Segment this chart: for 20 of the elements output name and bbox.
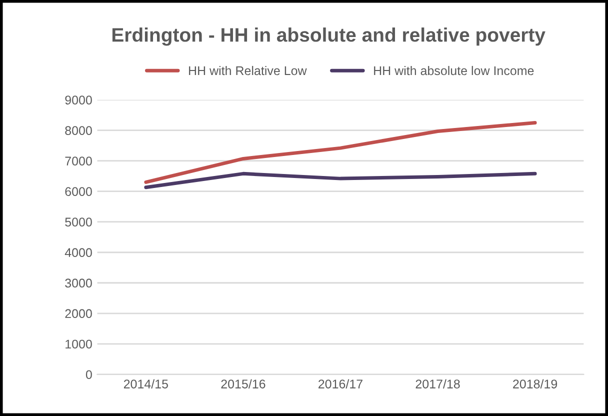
legend-label: HH with Relative Low — [189, 66, 307, 76]
y-tick-label: 7000 — [65, 156, 92, 166]
legend-label: HH with absolute low Income — [374, 66, 534, 76]
y-tick-label: 2000 — [65, 309, 92, 318]
chart-title: Erdington - HH in absolute and relative poverty — [112, 28, 546, 46]
y-tick-label: 1000 — [66, 340, 92, 349]
y-tick-label: 6000 — [65, 187, 92, 196]
x-tick-label: 2018/19 — [513, 379, 558, 388]
x-tick-label: 2016/17 — [318, 379, 362, 388]
x-tick-label: 2014/15 — [124, 379, 168, 388]
y-tick-label: 3000 — [65, 278, 92, 288]
x-tick-label: 2015/16 — [221, 379, 266, 388]
y-tick-label: 0 — [86, 370, 92, 380]
y-tick-label: 8000 — [65, 126, 92, 135]
y-tick-label: 5000 — [65, 218, 92, 227]
x-tick-label: 2017/18 — [416, 379, 460, 388]
line-series — [144, 172, 537, 190]
line-series — [144, 120, 537, 184]
y-tick-label: 4000 — [64, 248, 92, 258]
y-tick-label: 9000 — [65, 96, 92, 104]
